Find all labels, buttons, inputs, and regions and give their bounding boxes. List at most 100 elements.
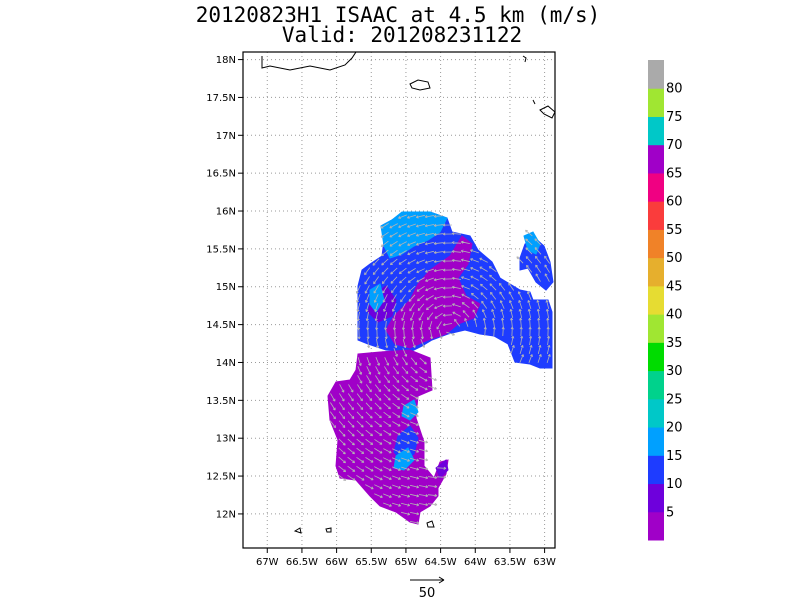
y-tick-label: 15.5N: [206, 244, 236, 255]
wind-vector-arrow: [400, 475, 410, 480]
wind-vector-arrow: [401, 311, 406, 321]
wind-vector-arrow: [374, 448, 383, 454]
wind-vector-arrow: [357, 384, 363, 393]
wind-vector-arrow: [427, 475, 438, 480]
wind-vector-arrow: [384, 320, 388, 331]
wind-vector-arrow: [365, 447, 374, 454]
wind-vector-arrow: [389, 249, 398, 256]
wind-vector-arrow: [392, 493, 401, 498]
wind-vector-arrow: [381, 276, 389, 285]
wind-vector-arrow: [356, 456, 365, 463]
wind-vector-arrow: [339, 393, 345, 402]
wind-vector-arrow: [528, 317, 532, 328]
wind-vector-arrow: [433, 260, 444, 264]
wind-vector-arrow: [410, 320, 414, 331]
wind-vector-arrow: [383, 430, 392, 436]
wind-vector-arrow: [407, 214, 417, 219]
wind-vector-arrow: [374, 493, 383, 498]
wind-vector-arrow: [401, 457, 410, 462]
wind-vector-arrow: [546, 326, 550, 337]
wind-vector-arrow: [433, 278, 443, 282]
wind-vector-arrow: [424, 215, 435, 219]
wind-vector-arrow: [356, 447, 365, 454]
wind-vector-arrow: [419, 448, 429, 453]
wind-vector-arrow: [383, 312, 388, 322]
wind-vector-arrow: [375, 329, 379, 340]
wind-vector-arrow: [365, 384, 372, 393]
wind-vector-arrow: [380, 240, 389, 247]
wind-vector-arrow: [479, 266, 488, 272]
x-tick-label: 63W: [533, 557, 556, 568]
wind-vector-arrow: [375, 375, 381, 384]
wind-vector-arrow: [392, 366, 399, 375]
colorbar-label: 45: [666, 279, 683, 294]
wind-vector-arrow: [383, 411, 392, 418]
wind-vector-arrow: [451, 241, 462, 245]
wind-vector-arrow: [479, 275, 488, 282]
wind-vector-arrow: [498, 282, 506, 291]
colorbar-swatch: [648, 427, 664, 456]
wind-vector-arrow: [419, 476, 429, 480]
wind-vector-arrow: [373, 276, 380, 285]
wind-vector-arrow: [384, 357, 390, 366]
wind-vector-arrow: [510, 345, 515, 354]
wind-vector-arrow: [374, 312, 378, 322]
wind-vector-arrow: [384, 366, 390, 375]
wind-vector-arrow: [376, 338, 380, 349]
wind-vector-arrow: [528, 344, 533, 355]
wind-vector-arrow: [391, 502, 401, 507]
wind-vector-arrow: [338, 447, 346, 455]
wind-speed-region: [327, 349, 449, 525]
wind-vector-arrow: [389, 232, 398, 238]
wind-vector-arrow: [452, 311, 461, 317]
wind-vector-arrow: [419, 458, 429, 462]
wind-vector-arrow: [401, 384, 410, 392]
colorbar-label: 10: [666, 477, 683, 492]
wind-vector-arrow: [537, 354, 542, 363]
wind-vector-arrow: [338, 438, 346, 446]
wind-vector-arrow: [491, 309, 496, 318]
wind-vector-arrow: [380, 223, 389, 229]
wind-vector-arrow: [509, 308, 514, 318]
wind-vector-arrow: [410, 412, 419, 417]
wind-vector-arrow: [381, 258, 389, 266]
colorbar-label: 40: [666, 308, 683, 323]
wind-vectors: [329, 214, 551, 525]
wind-vector-arrow: [426, 312, 434, 321]
wind-vector-arrow: [347, 429, 355, 437]
wind-vector-arrow: [338, 465, 347, 473]
wind-vector-arrow: [491, 317, 496, 328]
wind-vector-arrow: [356, 411, 364, 419]
wind-vector-arrow: [365, 402, 373, 410]
wind-vector-arrow: [356, 302, 361, 313]
wind-vector-arrow: [525, 256, 533, 264]
wind-vector-arrow: [365, 475, 374, 481]
wind-vector-arrow: [454, 318, 461, 327]
x-tick-label: 67W: [256, 557, 279, 568]
wind-vector-arrow: [511, 335, 515, 345]
wind-vector-arrow: [408, 294, 416, 302]
wind-vector-arrow: [473, 317, 478, 327]
wind-vector-arrow: [470, 292, 479, 300]
wind-vector-arrow: [425, 286, 434, 292]
colorbar-label: 70: [666, 138, 683, 153]
wind-vector-arrow: [383, 384, 391, 392]
wind-vector-arrow: [410, 430, 419, 435]
wind-vector-arrow: [451, 267, 462, 272]
wind-vector-arrow: [364, 285, 370, 294]
coastline-outlines: [261, 52, 555, 534]
colorbar-swatch: [648, 483, 664, 513]
wind-vector-arrow: [410, 421, 419, 426]
wind-vector-arrow: [527, 300, 532, 310]
wind-vector-arrow: [392, 421, 401, 427]
wind-vector-arrow: [401, 466, 410, 471]
wind-vector-arrow: [367, 338, 371, 349]
wind-vector-arrow: [410, 503, 420, 507]
wind-vector-arrow: [365, 429, 374, 437]
wind-vector-arrow: [416, 241, 426, 246]
wind-vector-arrow: [516, 256, 524, 264]
wind-vector-arrow: [383, 466, 392, 472]
colorbar: 5 10 15 20 25 30 35 40 45 50 55 60 65 70 75 80: [648, 60, 683, 541]
wind-vector-arrow: [525, 247, 533, 255]
wind-vector-arrow: [489, 283, 497, 291]
